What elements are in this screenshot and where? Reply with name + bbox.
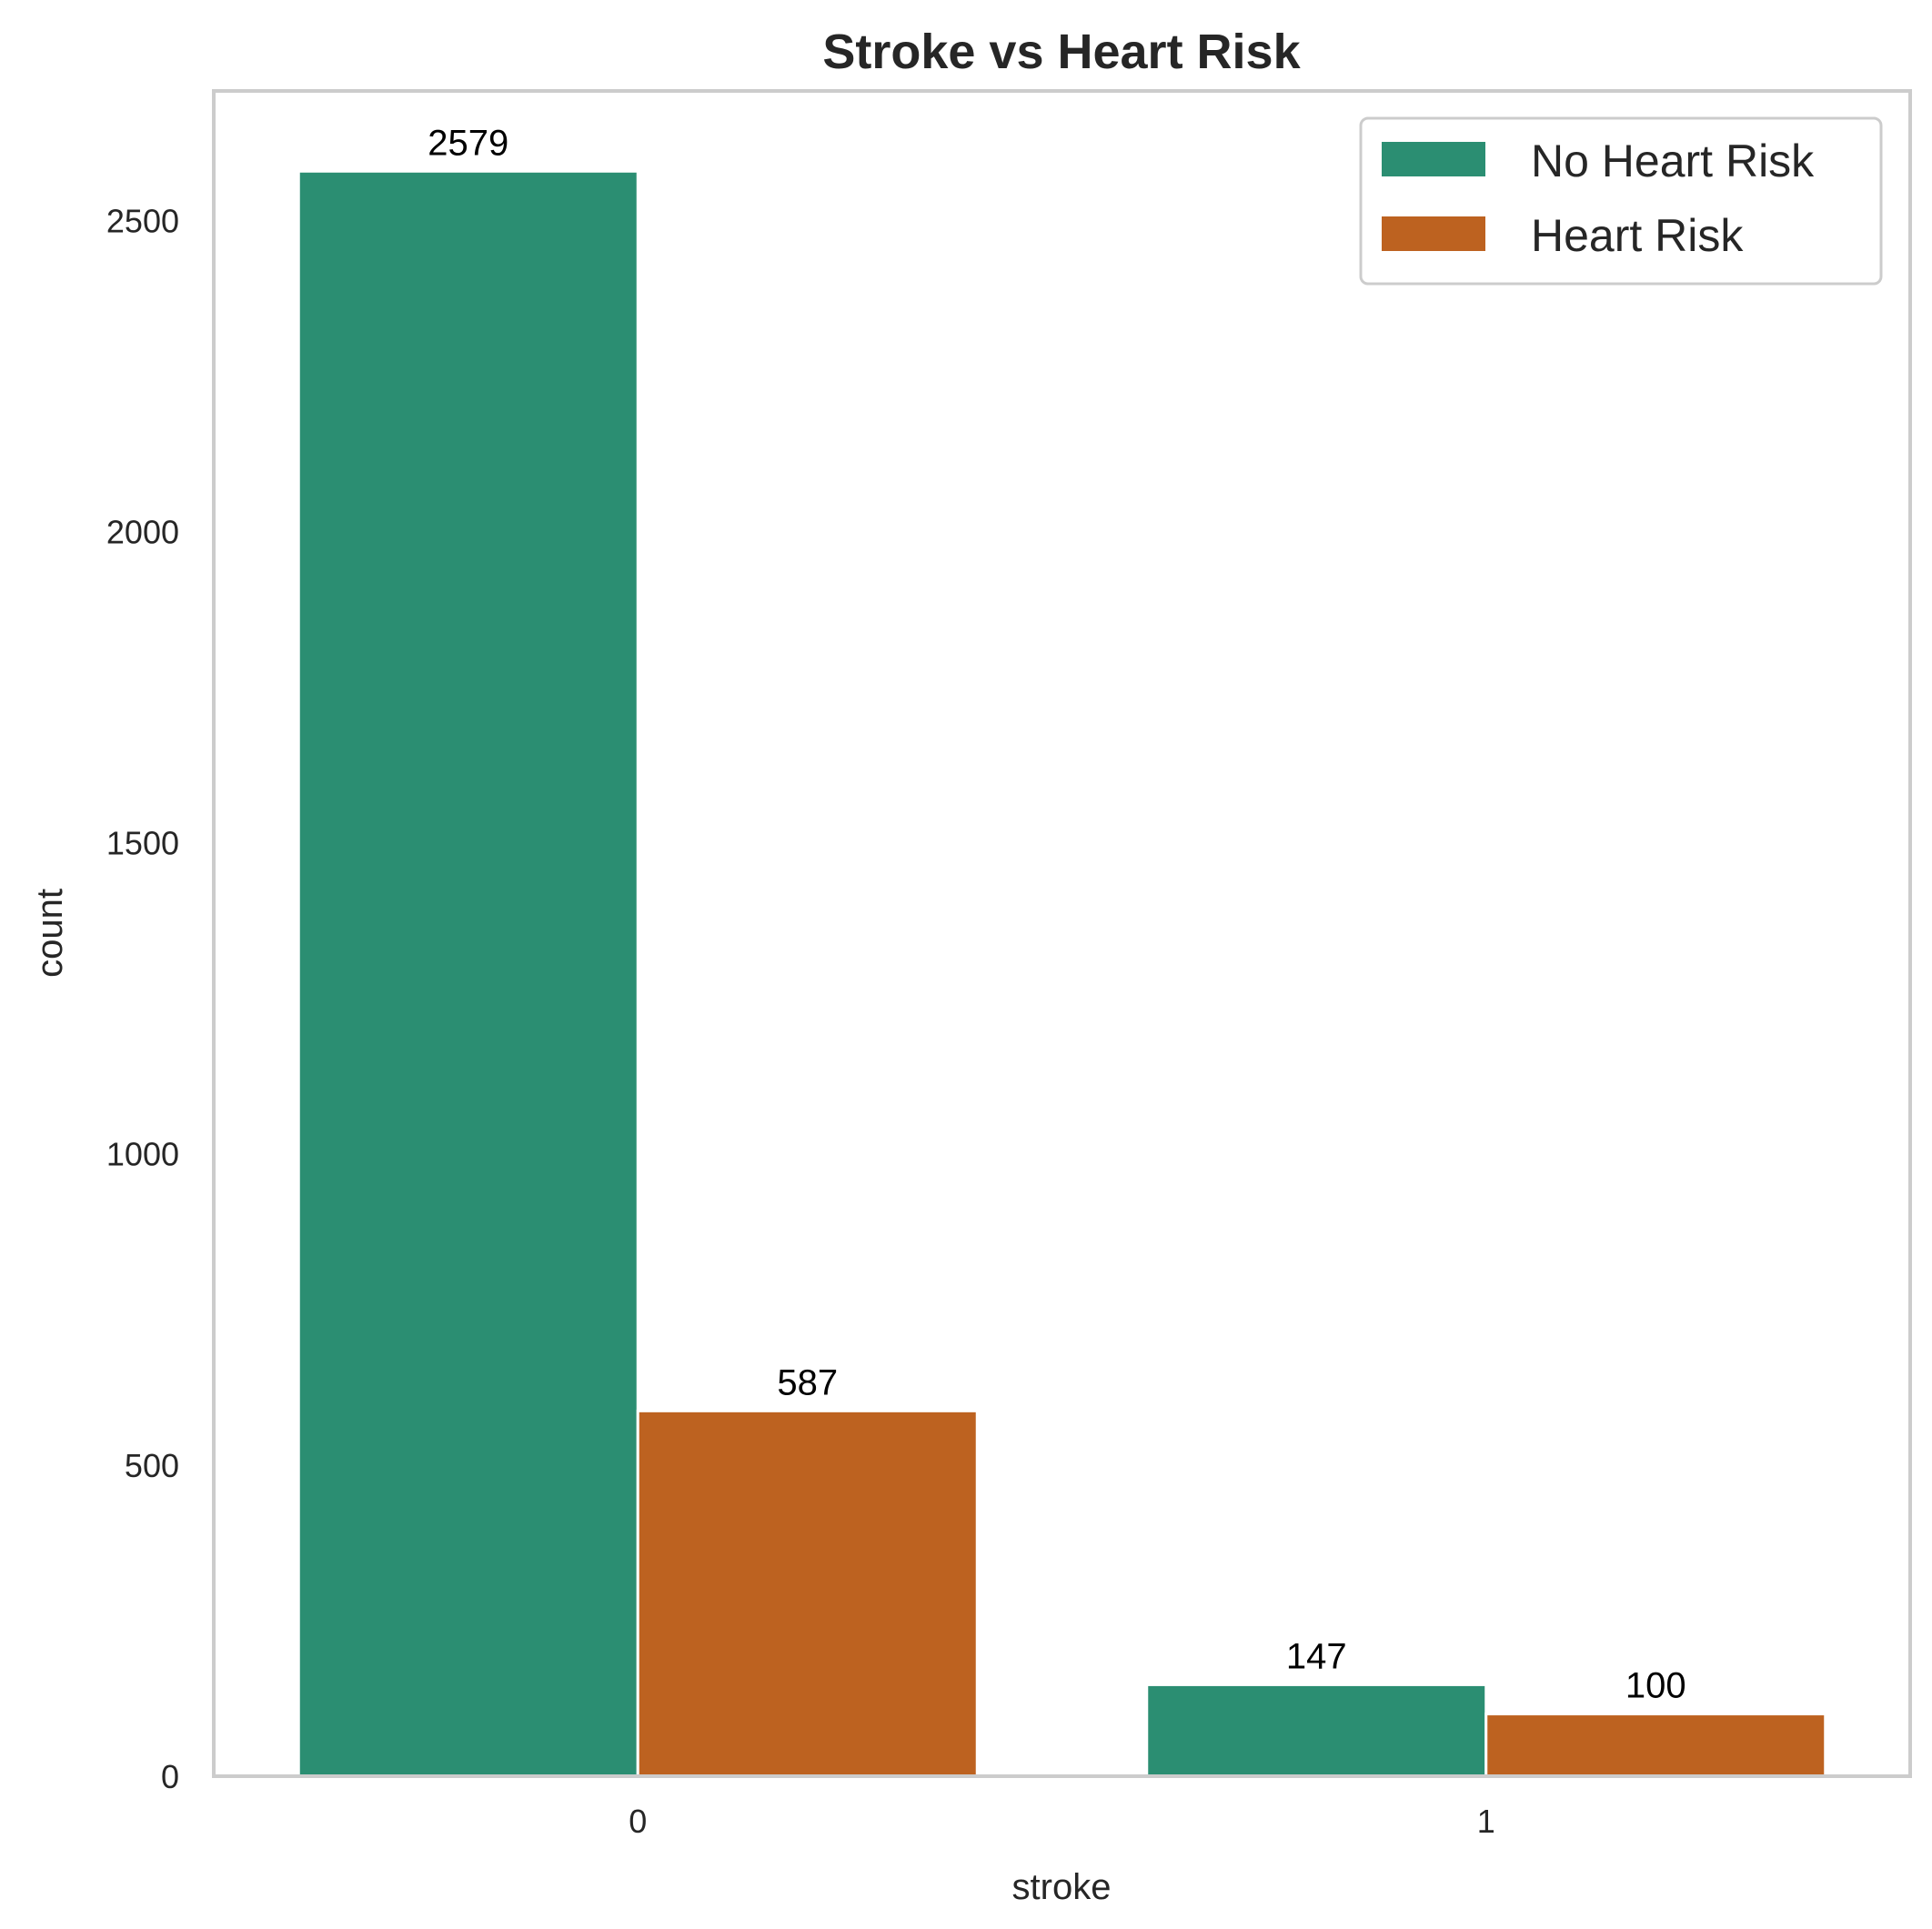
y-tick-label: 2500 xyxy=(106,202,179,239)
bar-value-label: 100 xyxy=(1625,1666,1686,1706)
bar-no-heart-risk-stroke-0 xyxy=(297,169,639,1778)
y-axis-label: count xyxy=(30,889,70,978)
y-tick-label: 1500 xyxy=(106,825,179,862)
legend-swatch-no-heart-risk xyxy=(1382,142,1485,176)
bar-labels-layer: 2579 587 147 100 xyxy=(428,123,1685,1705)
y-axis-ticks: 0 500 1000 1500 2000 2500 xyxy=(106,202,179,1795)
y-tick-label: 500 xyxy=(125,1447,179,1484)
x-axis-label: stroke xyxy=(1012,1867,1112,1907)
bar-no-heart-risk-stroke-1 xyxy=(1145,1683,1488,1778)
legend: No Heart Risk Heart Risk xyxy=(1359,116,1883,286)
x-tick-label: 0 xyxy=(629,1803,647,1840)
bar-value-label: 2579 xyxy=(428,123,508,163)
bar-value-label: 147 xyxy=(1286,1636,1347,1676)
x-tick-label: 1 xyxy=(1477,1803,1495,1840)
y-tick-label: 1000 xyxy=(106,1136,179,1173)
y-tick-label: 2000 xyxy=(106,513,179,550)
bar-heart-risk-stroke-1 xyxy=(1484,1713,1827,1778)
legend-box xyxy=(1359,116,1883,286)
legend-swatch-heart-risk xyxy=(1382,216,1485,251)
legend-label-no-heart-risk: No Heart Risk xyxy=(1531,136,1815,186)
plot-frame xyxy=(212,89,1912,1778)
chart-title: Stroke vs Heart Risk xyxy=(822,25,1301,79)
bar-heart-risk-stroke-0 xyxy=(636,1409,979,1778)
legend-label-heart-risk: Heart Risk xyxy=(1531,210,1744,261)
bar-value-label: 587 xyxy=(777,1362,838,1402)
bars-layer xyxy=(297,169,1827,1778)
y-tick-label: 0 xyxy=(161,1758,179,1795)
